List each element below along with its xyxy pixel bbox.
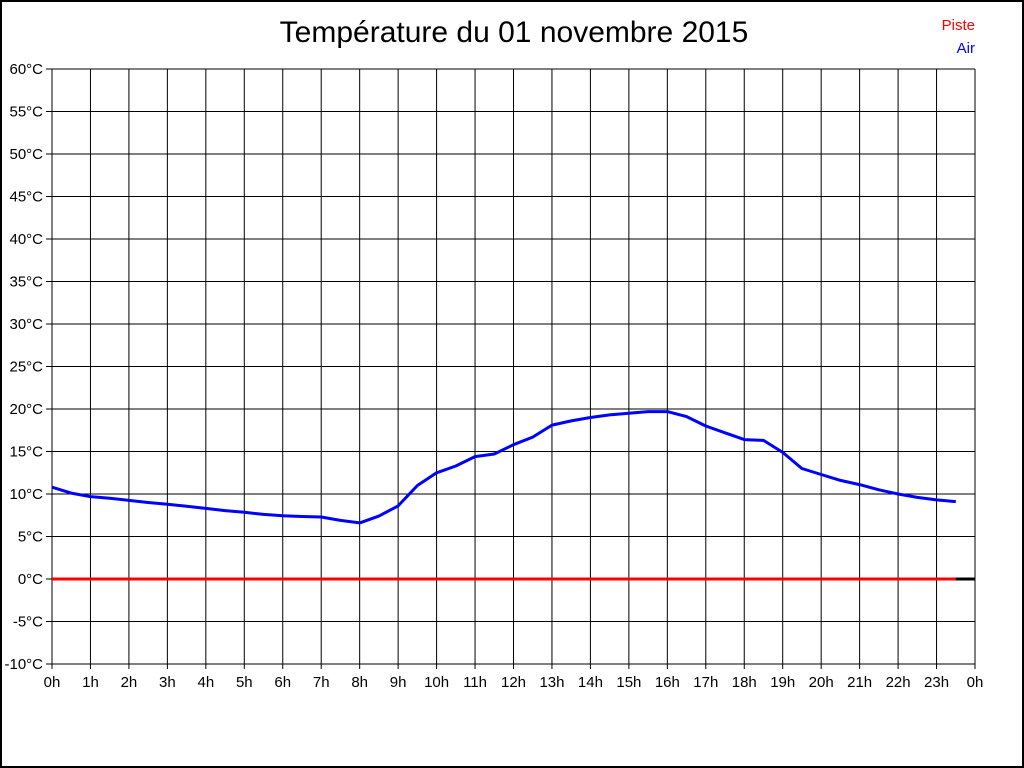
y-tick-label: 25°C xyxy=(9,359,43,376)
y-tick-label: -5°C xyxy=(13,614,43,631)
legend-entry-piste: Piste xyxy=(941,17,975,34)
y-tick-label: 5°C xyxy=(18,529,43,546)
y-tick-label: -10°C xyxy=(4,656,43,673)
series-line-air xyxy=(51,410,956,525)
x-tick-label: 5h xyxy=(236,674,253,691)
chart-title: Température du 01 novembre 2015 xyxy=(279,16,749,49)
x-tick-label: 22h xyxy=(886,674,911,691)
x-tick-label: 18h xyxy=(732,674,757,691)
x-tick-label: 16h xyxy=(655,674,680,691)
x-tick-label: 10h xyxy=(424,674,449,691)
x-tick-label: 9h xyxy=(390,674,407,691)
x-tick-label: 20h xyxy=(809,674,834,691)
y-tick-label: 55°C xyxy=(9,104,43,121)
x-tick-label: 13h xyxy=(539,674,564,691)
y-tick-label: 40°C xyxy=(9,231,43,248)
y-tick-label: 20°C xyxy=(9,401,43,418)
x-tick-label: 17h xyxy=(693,674,718,691)
x-tick-label: 2h xyxy=(121,674,138,691)
y-tick-label: 50°C xyxy=(9,146,43,163)
x-tick-label: 21h xyxy=(847,674,872,691)
x-tick-label: 14h xyxy=(578,674,603,691)
x-tick-label: 11h xyxy=(463,674,487,691)
x-tick-label: 15h xyxy=(616,674,641,691)
x-tick-label: 6h xyxy=(274,674,291,691)
legend-entry-air: Air xyxy=(956,40,975,57)
x-tick-label: 12h xyxy=(501,674,526,691)
y-tick-label: 35°C xyxy=(9,274,43,291)
x-tick-label: 1h xyxy=(82,674,99,691)
x-tick-label: 0h xyxy=(967,674,984,691)
x-tick-label: 23h xyxy=(924,674,949,691)
y-tick-label: 10°C xyxy=(9,486,43,503)
y-tick-label: 0°C xyxy=(18,571,43,588)
x-tick-label: 4h xyxy=(197,674,214,691)
y-tick-label: 45°C xyxy=(9,189,43,206)
x-tick-label: 0h xyxy=(44,674,61,691)
legend: Piste Air xyxy=(942,14,975,60)
x-tick-label: 8h xyxy=(351,674,368,691)
y-tick-label: 30°C xyxy=(9,316,43,333)
y-tick-label: 60°C xyxy=(9,61,43,78)
x-tick-label: 3h xyxy=(159,674,176,691)
y-tick-label: 15°C xyxy=(9,444,43,461)
x-tick-label: 7h xyxy=(313,674,330,691)
x-tick-label: 19h xyxy=(770,674,795,691)
